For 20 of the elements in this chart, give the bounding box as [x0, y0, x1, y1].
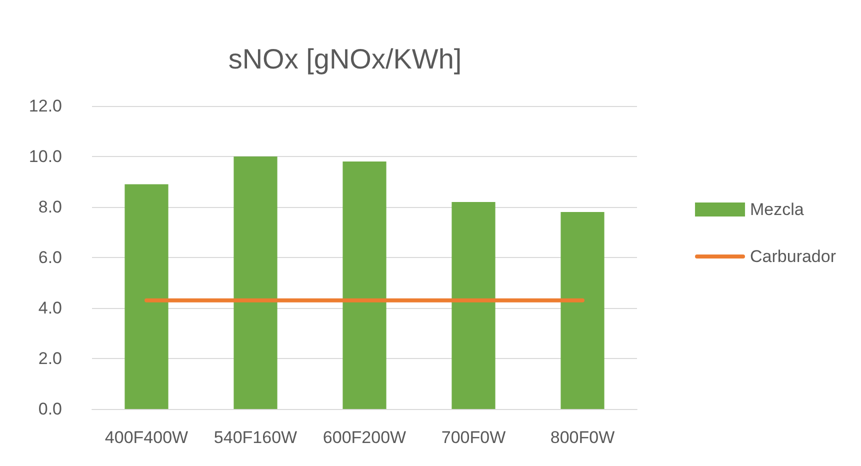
bar	[234, 156, 278, 409]
y-tick-label: 12.0	[28, 96, 62, 116]
bar	[560, 212, 604, 409]
legend-label: Carburador	[750, 247, 836, 266]
x-tick-label: 540F160W	[214, 428, 298, 447]
bar	[452, 202, 496, 409]
x-tick-label: 800F0W	[550, 428, 615, 447]
y-tick-label: 6.0	[38, 248, 62, 267]
y-tick-label: 4.0	[38, 298, 62, 318]
x-tick-label: 400F400W	[104, 428, 188, 447]
legend-label: Mezcla	[750, 200, 804, 219]
y-tick-label: 2.0	[38, 349, 62, 368]
x-tick-label: 600F200W	[322, 428, 406, 447]
bar	[342, 162, 386, 409]
bar	[124, 184, 168, 409]
y-tick-label: 8.0	[38, 198, 62, 216]
y-tick-label: 0.0	[38, 400, 62, 418]
y-tick-label: 10.0	[28, 147, 62, 166]
chart-title: sNOx [gNOx/KWh]	[228, 44, 462, 74]
x-tick-label: 700F0W	[441, 428, 506, 447]
